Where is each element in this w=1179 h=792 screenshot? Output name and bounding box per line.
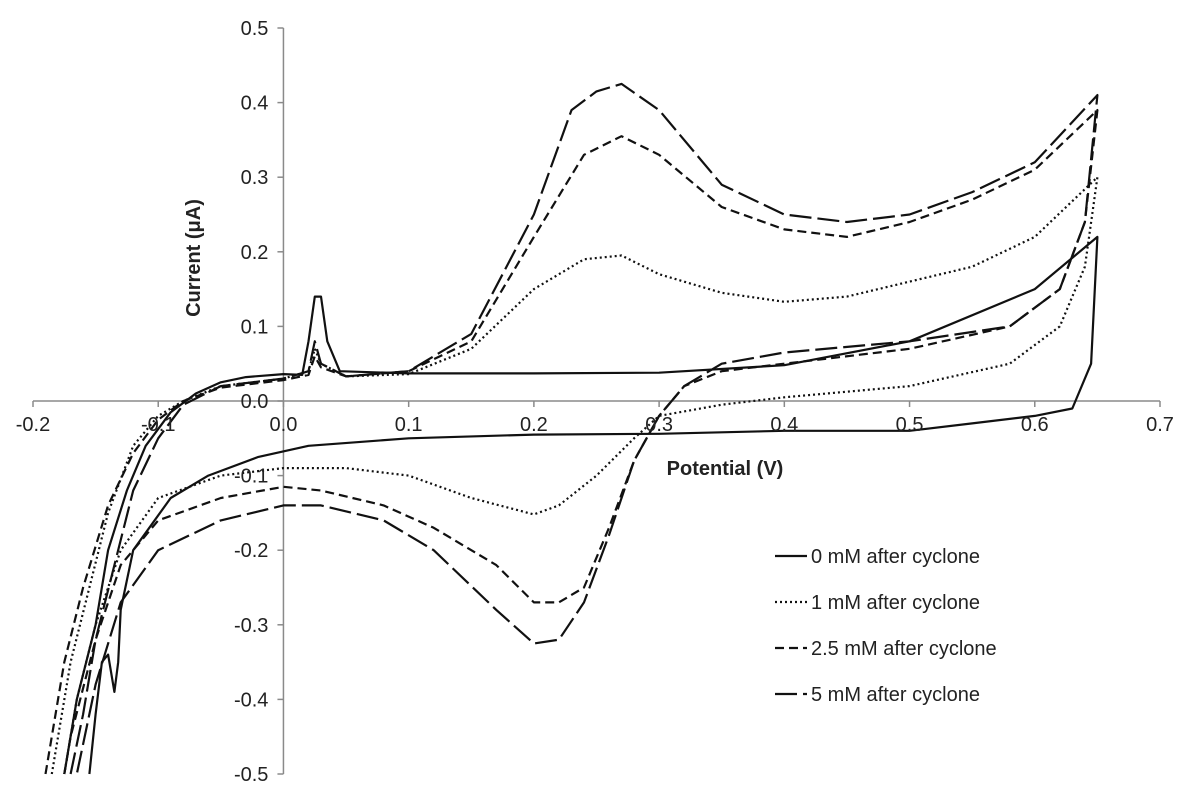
- x-tick-label: -0.1: [141, 414, 175, 436]
- x-tick-label: 0.2: [520, 414, 548, 436]
- x-axis-title: Potential (V): [667, 458, 784, 480]
- x-tick-label: 0.1: [395, 414, 423, 436]
- y-tick-label: 0.0: [241, 391, 269, 413]
- legend: 0 mM after cyclone 1 mM after cyclone 2.5 …: [775, 546, 997, 706]
- y-tick-label: 0.4: [241, 93, 269, 115]
- y-tick-label: 0.2: [241, 242, 269, 264]
- series-layer: [44, 82, 1099, 775]
- y-tick-label: -0.3: [234, 615, 268, 637]
- legend-label-3: 5 mM after cyclone: [811, 684, 980, 706]
- y-tick-label: 0.5: [241, 18, 269, 40]
- series-line-1: [50, 176, 1099, 775]
- x-tick-label: -0.2: [16, 414, 50, 436]
- x-tick-label: 0.0: [270, 414, 298, 436]
- legend-label-2: 2.5 mM after cyclone: [811, 638, 997, 660]
- tick-labels: -0.2 -0.1 0.0 0.1 0.2 0.3 0.4 0.5 0.6 0.7 0.5 0.4 0.…: [16, 18, 1174, 786]
- axes: [32, 27, 1161, 775]
- y-tick-label: -0.2: [234, 540, 268, 562]
- x-tick-label: 0.7: [1146, 414, 1174, 436]
- legend-label-0: 0 mM after cyclone: [811, 546, 980, 568]
- series-line-3: [69, 82, 1099, 775]
- y-tick-label: -0.5: [234, 764, 268, 786]
- x-tick-label: 0.5: [896, 414, 924, 436]
- y-tick-label: 0.1: [241, 316, 269, 338]
- y-axis-title: Current (μA): [183, 199, 205, 317]
- y-tick-label: -0.1: [234, 466, 268, 488]
- x-tick-label: 0.4: [770, 414, 798, 436]
- series-line-0: [63, 235, 1099, 775]
- x-tick-label: 0.3: [645, 414, 673, 436]
- x-tick-label: 0.6: [1021, 414, 1049, 436]
- y-tick-label: 0.3: [241, 167, 269, 189]
- legend-label-1: 1 mM after cyclone: [811, 592, 980, 614]
- y-tick-label: -0.4: [234, 689, 268, 711]
